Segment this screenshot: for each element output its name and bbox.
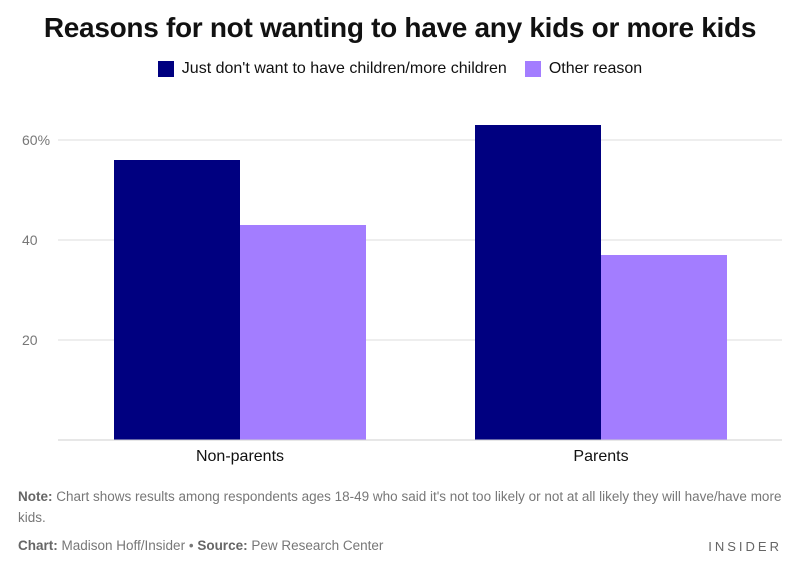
bar-2-parents [601, 255, 727, 440]
credit-source-text: Pew Research Center [247, 538, 384, 553]
bar-1-parents [475, 125, 601, 440]
legend-item-series-1: Just don't want to have children/more ch… [157, 60, 507, 78]
x-tick-label: Parents [573, 448, 628, 465]
y-tick-label: 40 [22, 232, 38, 248]
legend-swatch-series-1 [157, 61, 174, 77]
credit-bullet: • [185, 538, 198, 553]
bar-1-non-parents [114, 160, 240, 440]
y-tick-label: 20 [22, 332, 38, 348]
credit-chart-text: Madison Hoff/Insider [57, 538, 186, 553]
legend-label-series-1: Just don't want to have children/more ch… [181, 60, 507, 77]
note-label: Note: [18, 489, 53, 504]
legend: Just don't want to have children/more ch… [0, 60, 800, 78]
insider-logo: INSIDER [708, 539, 782, 554]
bar-2-non-parents [240, 225, 366, 440]
chart-title: Reasons for not wanting to have any kids… [43, 12, 757, 43]
chart-note: Note: Chart shows results among responde… [18, 486, 788, 528]
legend-item-series-2: Other reason [524, 60, 643, 78]
legend-label-series-2: Other reason [548, 60, 643, 77]
note-text: Chart shows results among respondents ag… [18, 489, 782, 525]
x-tick-label: Non-parents [196, 448, 284, 465]
credit-chart-label: Chart: [18, 538, 58, 553]
chart-credit: Chart: Madison Hoff/Insider • Source: Pe… [18, 538, 383, 553]
y-tick-label: 60% [22, 132, 50, 148]
bar-chart: 20 40 60% Non-parents Parents [22, 125, 782, 465]
credit-source-label: Source: [197, 538, 248, 553]
legend-swatch-series-2 [524, 61, 541, 77]
